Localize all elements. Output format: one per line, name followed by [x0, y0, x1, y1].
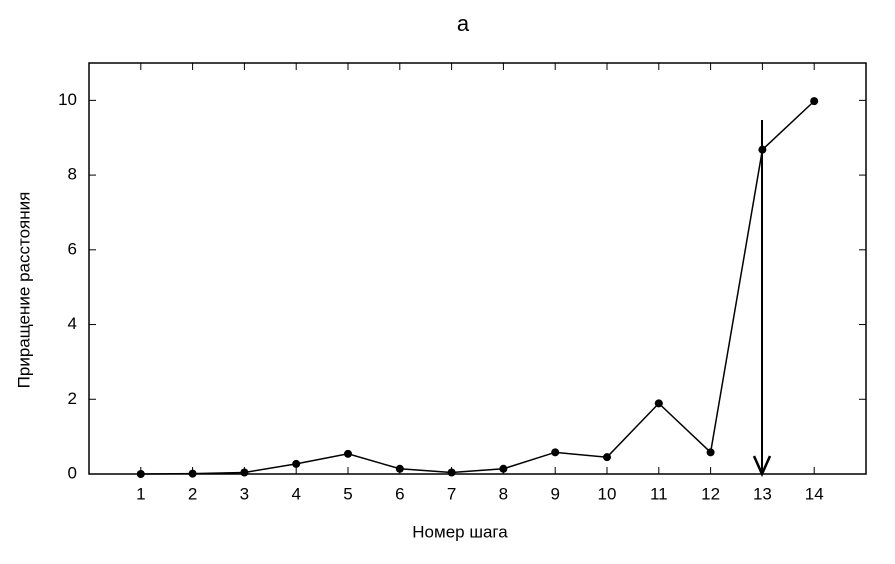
- data-point: [344, 449, 352, 458]
- x-tick-label: 8: [499, 484, 508, 503]
- x-axis-label: Номер шага: [412, 522, 508, 541]
- data-point: [136, 470, 145, 478]
- data-point: [603, 453, 611, 462]
- x-tick-label: 9: [550, 484, 559, 503]
- x-tick-label: 12: [701, 484, 720, 503]
- data-point: [654, 399, 663, 408]
- data-point: [758, 145, 767, 154]
- y-tick-label: 8: [68, 165, 77, 184]
- plot-frame: [88, 62, 867, 475]
- y-axis-label: Приращение расстояния: [14, 192, 33, 389]
- data-point: [188, 469, 197, 478]
- y-tick-label: 4: [68, 314, 77, 333]
- data-point: [810, 97, 819, 106]
- chart-title: a: [457, 11, 470, 36]
- data-point: [706, 448, 715, 457]
- x-tick-label: 2: [188, 484, 197, 503]
- x-tick-label: 10: [598, 484, 617, 503]
- data-point: [395, 464, 404, 473]
- x-tick-label: 14: [805, 484, 824, 503]
- data-point: [240, 468, 249, 477]
- data-line: [140, 100, 815, 475]
- x-tick-label: 7: [447, 484, 456, 503]
- x-tick-label: 5: [343, 484, 352, 503]
- data-point: [551, 448, 560, 457]
- data-point: [292, 459, 301, 468]
- x-tick-label: 11: [650, 484, 668, 503]
- x-tick-label: 6: [395, 484, 404, 503]
- x-tick-label: 4: [291, 484, 300, 503]
- y-tick-label: 0: [68, 463, 77, 482]
- data-point: [447, 468, 456, 477]
- y-tick-label: 6: [68, 239, 77, 258]
- y-tick-label: 10: [58, 90, 77, 109]
- x-tick-label: 3: [240, 484, 249, 503]
- y-tick-label: 2: [68, 389, 77, 408]
- x-tick-label: 1: [136, 484, 145, 503]
- data-point: [499, 464, 508, 473]
- x-tick-label: 13: [753, 484, 772, 503]
